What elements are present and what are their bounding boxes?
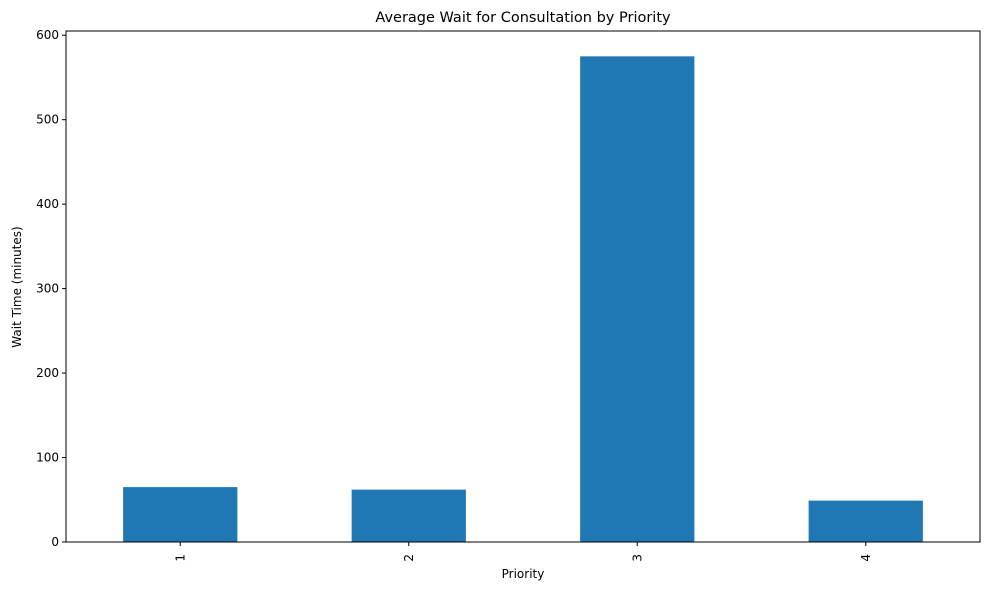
x-axis: 1 2 3 4 (173, 542, 873, 562)
x-tick-label-4: 4 (859, 554, 873, 562)
x-tick-label-1: 1 (173, 554, 187, 562)
y-tick-label-100: 100 (36, 451, 59, 465)
y-tick-label-400: 400 (36, 197, 59, 211)
plot-area: 0 100 200 300 400 500 600 1 2 3 4 (36, 28, 981, 562)
x-axis-label: Priority (502, 567, 545, 581)
y-tick-label-300: 300 (36, 282, 59, 296)
chart-title: Average Wait for Consultation by Priorit… (375, 10, 671, 26)
y-tick-label-600: 600 (36, 28, 59, 42)
bar-priority-2 (351, 489, 466, 542)
plot-frame (65, 30, 981, 543)
y-tick-label-500: 500 (36, 113, 59, 127)
bar-priority-1 (123, 487, 238, 542)
y-tick-label-0: 0 (51, 535, 59, 549)
x-tick-label-2: 2 (402, 554, 416, 562)
bar-priority-4 (808, 500, 923, 542)
x-tick-label-3: 3 (630, 554, 644, 562)
y-axis: 0 100 200 300 400 500 600 (36, 28, 66, 549)
bars-group (123, 56, 923, 543)
bar-priority-3 (580, 56, 695, 543)
y-tick-label-200: 200 (36, 366, 59, 380)
y-axis-label: Wait Time (minutes) (10, 226, 24, 347)
